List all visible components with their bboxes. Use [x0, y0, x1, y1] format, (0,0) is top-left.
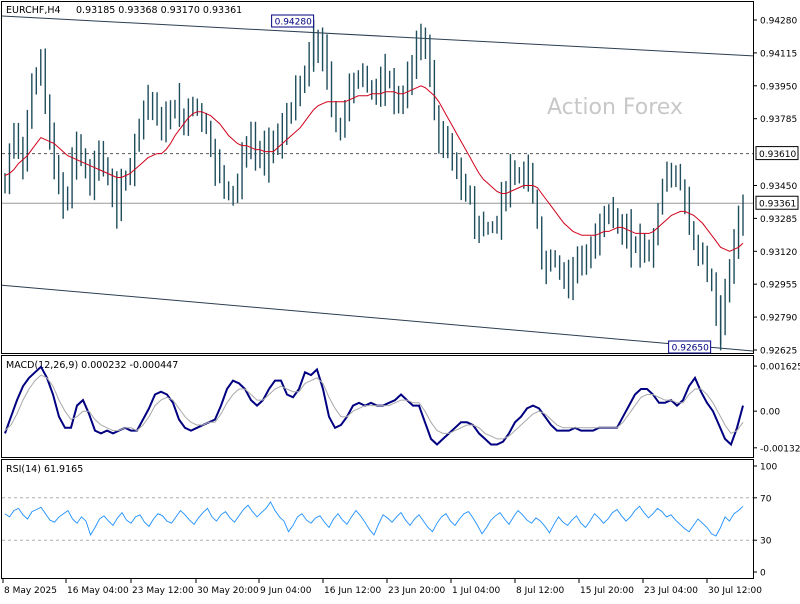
channel-lower: [1, 284, 754, 352]
time-tick-label: 30 May 20:00: [197, 586, 259, 596]
price-pane: [1, 1, 754, 354]
macd-layer: [4, 365, 744, 447]
high-label: 0.94280: [275, 18, 312, 28]
level-box: [755, 146, 799, 161]
low-box: [668, 340, 712, 354]
price-grid: [2, 153, 753, 204]
price-tick-label: 0.94115: [760, 49, 797, 59]
macd-tick-label: 0.001625: [760, 363, 800, 373]
symbol-label: EURCHF,H4: [6, 5, 61, 16]
rsi-tick-label: 30: [760, 537, 772, 547]
rsi-series-line: [4, 501, 744, 537]
last-price-box: [755, 195, 799, 210]
ma-series-line: [4, 85, 744, 252]
price-tick-label: 0.93785: [760, 115, 797, 125]
time-tick-label: 15 Jul 20:00: [580, 586, 634, 596]
time-tick-label: 23 Jul 04:00: [644, 586, 698, 596]
ohlc-label: 0.93185 0.93368 0.93170 0.93361: [76, 5, 242, 16]
time-tick-label: 9 Jun 04:00: [260, 586, 312, 596]
price-tick-label: 0.92955: [760, 281, 797, 291]
price-tick-label: 0.92790: [760, 314, 797, 324]
rsi-pane: [1, 459, 754, 579]
rsi-axis: 100 70 30 0: [753, 463, 777, 579]
rsi-layer: [2, 497, 753, 541]
time-tick-label: 8 Jul 12:00: [516, 586, 565, 596]
price-tick-label: 0.92625: [760, 347, 797, 357]
price-axis: 0.94280 0.94115 0.93950 0.93785 0.93450 0.932…: [753, 17, 797, 357]
watermark: Action Forex: [547, 95, 683, 120]
rsi-label: RSI(14) 61.9165: [6, 464, 83, 475]
time-tick-label: 16 Jun 12:00: [324, 586, 381, 596]
rsi-tick-label: 0: [760, 569, 766, 579]
time-tick-label: 16 May 04:00: [67, 586, 129, 596]
macd-label: MACD(12,26,9) 0.000232 -0.000447: [6, 360, 178, 371]
time-tick-label: 1 Jul 04:00: [452, 586, 501, 596]
rsi-tick-label: 100: [760, 463, 777, 473]
macd-series-line: [4, 365, 744, 447]
price-tick-label: 0.94280: [760, 17, 797, 27]
price-annotations: 0.93361 0.93610 0.94280 0.92650: [271, 14, 799, 354]
high-box: [271, 14, 315, 28]
time-tick-label: 30 Jul 12:00: [708, 586, 762, 596]
time-tick-label: 8 May 2025: [4, 586, 57, 596]
macd-tick-label: 0.00: [760, 408, 780, 418]
channel-upper: [1, 15, 754, 57]
last-price-label: 0.93361: [759, 200, 796, 210]
price-tick-label: 0.93950: [760, 82, 797, 92]
rsi-tick-label: 70: [760, 494, 772, 504]
level-label: 0.93610: [759, 150, 796, 160]
ma-line: [4, 85, 744, 252]
time-tick-label: 23 Jun 20:00: [388, 586, 445, 596]
time-axis: 8 May 2025 16 May 04:00 23 May 12:00 30 May…: [2, 579, 762, 596]
channel: [1, 15, 754, 352]
low-label: 0.92650: [672, 344, 709, 354]
macd-signal-line: [4, 374, 744, 440]
time-tick-label: 23 May 12:00: [132, 586, 194, 596]
price-tick-label: 0.93285: [760, 215, 797, 225]
price-tick-label: 0.93450: [760, 182, 797, 192]
price-tick-label: 0.93120: [760, 248, 797, 258]
